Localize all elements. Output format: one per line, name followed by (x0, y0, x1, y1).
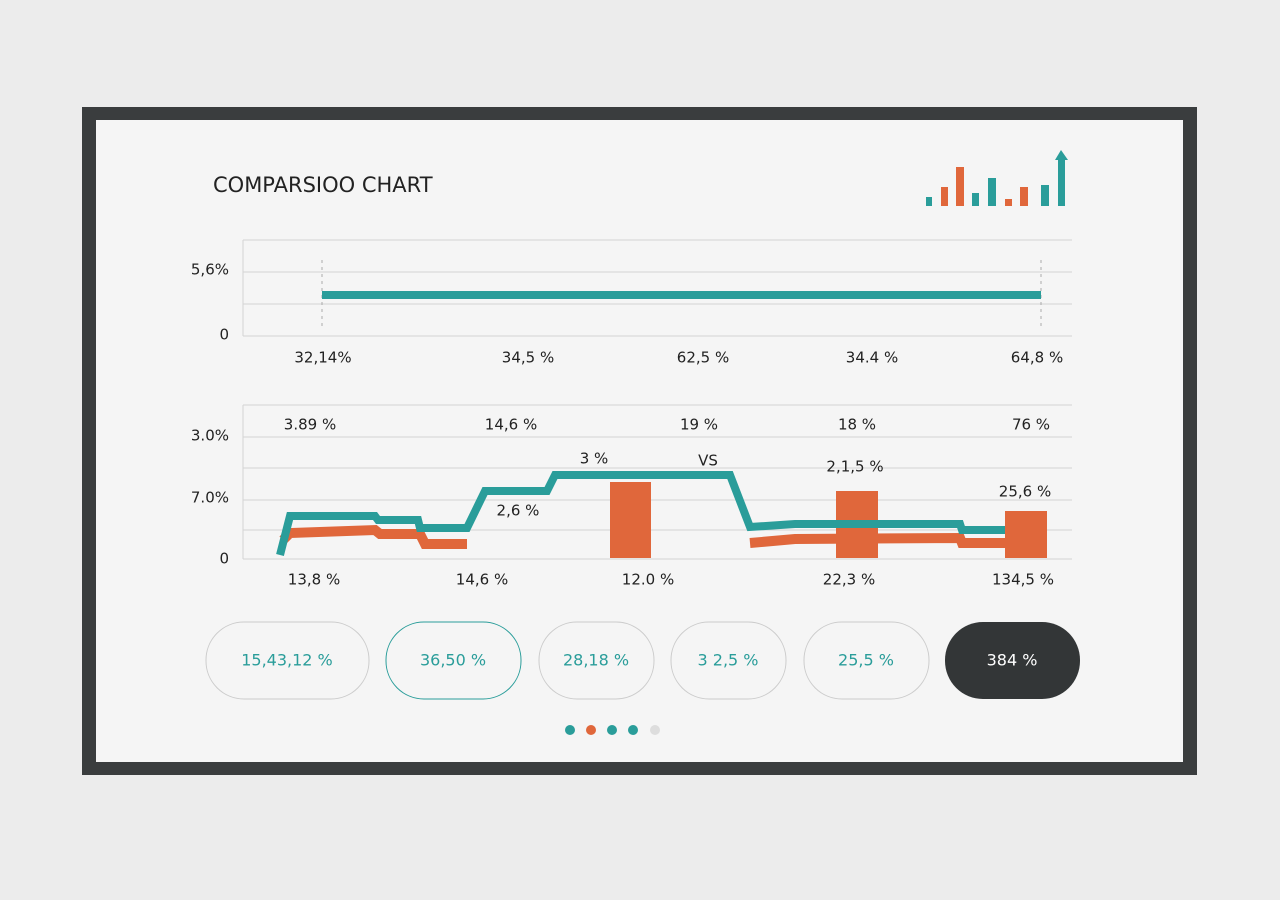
x-label: 22,3 % (823, 571, 875, 589)
x-label: 13,8 % (288, 571, 340, 589)
x-label: 34.4 % (846, 349, 898, 367)
x-label: 32,14% (294, 349, 351, 367)
y-label: 3.0% (191, 427, 229, 445)
title: COMPARSIOO CHART (213, 173, 433, 197)
pill-label[interactable]: 384 % (987, 651, 1038, 670)
x-label: 12.0 % (622, 571, 674, 589)
y-label: 0 (219, 550, 229, 568)
y-label: 7.0% (191, 489, 229, 507)
pager (565, 725, 660, 735)
pill-label[interactable]: 15,43,12 % (241, 651, 333, 670)
annotation: 2,6 % (497, 502, 540, 520)
x-label: 134,5 % (992, 571, 1054, 589)
x-label: 34,5 % (502, 349, 554, 367)
x-label: 64,8 % (1011, 349, 1063, 367)
top-label: 18 % (838, 416, 876, 434)
top-label: 19 % (680, 416, 718, 434)
annotation: 2,1,5 % (826, 458, 883, 476)
annotation: 3 % (580, 450, 609, 468)
y-label: 5,6% (191, 261, 229, 279)
pills (205, 621, 1080, 700)
pill-label[interactable]: 25,5 % (838, 651, 894, 670)
y-label: 0 (219, 326, 229, 344)
top-label: 76 % (1012, 416, 1050, 434)
top-label: 14,6 % (485, 416, 537, 434)
pill-label[interactable]: 3 2,5 % (698, 651, 759, 670)
bottom-chart (242, 404, 1072, 560)
top-label: 3.89 % (284, 416, 336, 434)
annotation: VS (698, 452, 718, 470)
x-label: 14,6 % (456, 571, 508, 589)
annotation: 25,6 % (999, 483, 1051, 501)
pill-label[interactable]: 36,50 % (420, 651, 486, 670)
x-label: 62,5 % (677, 349, 729, 367)
icon (926, 150, 1068, 206)
top-chart (242, 239, 1072, 337)
pill-label[interactable]: 28,18 % (563, 651, 629, 670)
